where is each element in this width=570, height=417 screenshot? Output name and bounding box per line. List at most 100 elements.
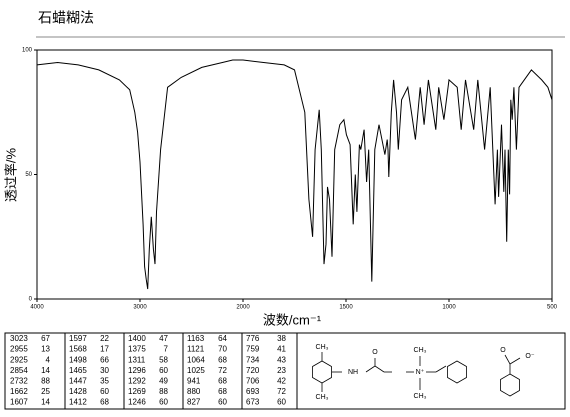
peak-transmittance: 42 <box>277 377 286 386</box>
peak-wavenumber: 2732 <box>10 377 28 386</box>
peak-transmittance: 14 <box>41 366 50 375</box>
peak-transmittance: 72 <box>218 366 227 375</box>
peak-wavenumber: 1662 <box>10 387 28 396</box>
peak-transmittance: 64 <box>218 334 227 343</box>
x-tick-label: 1500 <box>339 305 353 311</box>
peak-transmittance: 68 <box>218 355 227 364</box>
peak-transmittance: 68 <box>100 398 109 407</box>
structure-label: CH₃ <box>316 344 329 351</box>
peak-wavenumber: 2925 <box>10 355 28 364</box>
peak-wavenumber: 1465 <box>69 366 87 375</box>
x-tick-label: 3000 <box>133 305 147 311</box>
bond <box>435 365 447 373</box>
peak-transmittance: 4 <box>46 355 51 364</box>
x-axis-label: 波数/cm⁻¹ <box>263 312 322 327</box>
peak-wavenumber: 1064 <box>187 355 205 364</box>
structure-label: O <box>500 347 506 354</box>
peak-wavenumber: 706 <box>246 377 260 386</box>
peak-transmittance: 47 <box>159 334 168 343</box>
peak-wavenumber: 734 <box>246 355 260 364</box>
peak-transmittance: 60 <box>277 398 286 407</box>
chart-title: 石蜡糊法 <box>38 10 94 26</box>
peak-wavenumber: 693 <box>246 387 260 396</box>
structure-label: NH <box>348 369 358 376</box>
bond <box>374 365 385 373</box>
peak-wavenumber: 1163 <box>187 334 205 343</box>
peak-transmittance: 41 <box>277 345 286 354</box>
table-frame <box>4 332 566 410</box>
plot-frame <box>36 49 553 300</box>
peak-wavenumber: 1246 <box>128 398 146 407</box>
bond <box>504 354 511 365</box>
peak-wavenumber: 1568 <box>69 345 87 354</box>
peak-wavenumber: 1400 <box>128 334 146 343</box>
peak-transmittance: 68 <box>218 377 227 386</box>
y-tick-label: 50 <box>25 172 32 178</box>
peak-wavenumber: 1447 <box>69 377 87 386</box>
peak-transmittance: 30 <box>100 366 109 375</box>
peak-transmittance: 17 <box>100 345 109 354</box>
peak-wavenumber: 1412 <box>69 398 87 407</box>
peak-transmittance: 35 <box>100 377 109 386</box>
peak-transmittance: 58 <box>159 355 168 364</box>
peak-transmittance: 43 <box>277 355 286 364</box>
x-tick-label: 2000 <box>236 305 250 311</box>
y-axis-label: 透过率/% <box>3 147 18 202</box>
peak-wavenumber: 827 <box>187 398 201 407</box>
peak-wavenumber: 941 <box>187 377 201 386</box>
peak-wavenumber: 776 <box>246 334 260 343</box>
structure-label: CH₃ <box>316 394 329 401</box>
peak-wavenumber: 673 <box>246 398 260 407</box>
ring <box>447 360 467 384</box>
peak-wavenumber: 3023 <box>10 334 28 343</box>
peak-wavenumber: 1607 <box>10 398 28 407</box>
peak-wavenumber: 880 <box>187 387 201 396</box>
peak-transmittance: 70 <box>218 345 227 354</box>
peak-transmittance: 14 <box>41 398 50 407</box>
peak-transmittance: 88 <box>41 377 50 386</box>
peak-transmittance: 66 <box>100 355 109 364</box>
peak-wavenumber: 720 <box>246 366 260 375</box>
structure-label: CH₃ <box>414 393 427 400</box>
spectrum-line <box>36 59 553 290</box>
x-tick-label: 1000 <box>442 305 456 311</box>
peak-wavenumber: 1498 <box>69 355 87 364</box>
ring <box>500 373 520 397</box>
peak-wavenumber: 2854 <box>10 366 28 375</box>
peak-transmittance: 22 <box>100 334 109 343</box>
peak-transmittance: 49 <box>159 377 168 386</box>
structure-label: O <box>372 349 378 356</box>
peak-transmittance: 13 <box>41 345 50 354</box>
peak-wavenumber: 1296 <box>128 366 146 375</box>
peak-transmittance: 88 <box>159 387 168 396</box>
structure-label: O⁻ <box>525 353 534 360</box>
peak-wavenumber: 1597 <box>69 334 87 343</box>
peak-transmittance: 60 <box>159 366 168 375</box>
structure-label: CH₃ <box>414 347 427 354</box>
y-tick-label: 0 <box>29 297 33 303</box>
peak-wavenumber: 1025 <box>187 366 205 375</box>
peak-wavenumber: 1121 <box>187 345 205 354</box>
peak-transmittance: 60 <box>100 387 109 396</box>
peak-transmittance: 38 <box>277 334 286 343</box>
peak-wavenumber: 1428 <box>69 387 87 396</box>
x-tick-label: 500 <box>547 305 558 311</box>
peak-transmittance: 7 <box>164 345 169 354</box>
peak-wavenumber: 2955 <box>10 345 28 354</box>
peak-transmittance: 23 <box>277 366 286 375</box>
peak-wavenumber: 1375 <box>128 345 146 354</box>
peak-wavenumber: 1311 <box>128 355 146 364</box>
peak-transmittance: 60 <box>159 398 168 407</box>
peak-transmittance: 68 <box>218 387 227 396</box>
peak-transmittance: 60 <box>218 398 227 407</box>
peak-transmittance: 72 <box>277 387 286 396</box>
y-tick-label: 100 <box>22 48 33 54</box>
bond <box>365 365 376 373</box>
structure-label: N⁺ <box>416 369 425 376</box>
peak-wavenumber: 1292 <box>128 377 146 386</box>
bond <box>509 357 521 365</box>
peak-transmittance: 25 <box>41 387 50 396</box>
peak-transmittance: 67 <box>41 334 50 343</box>
peak-wavenumber: 759 <box>246 345 260 354</box>
